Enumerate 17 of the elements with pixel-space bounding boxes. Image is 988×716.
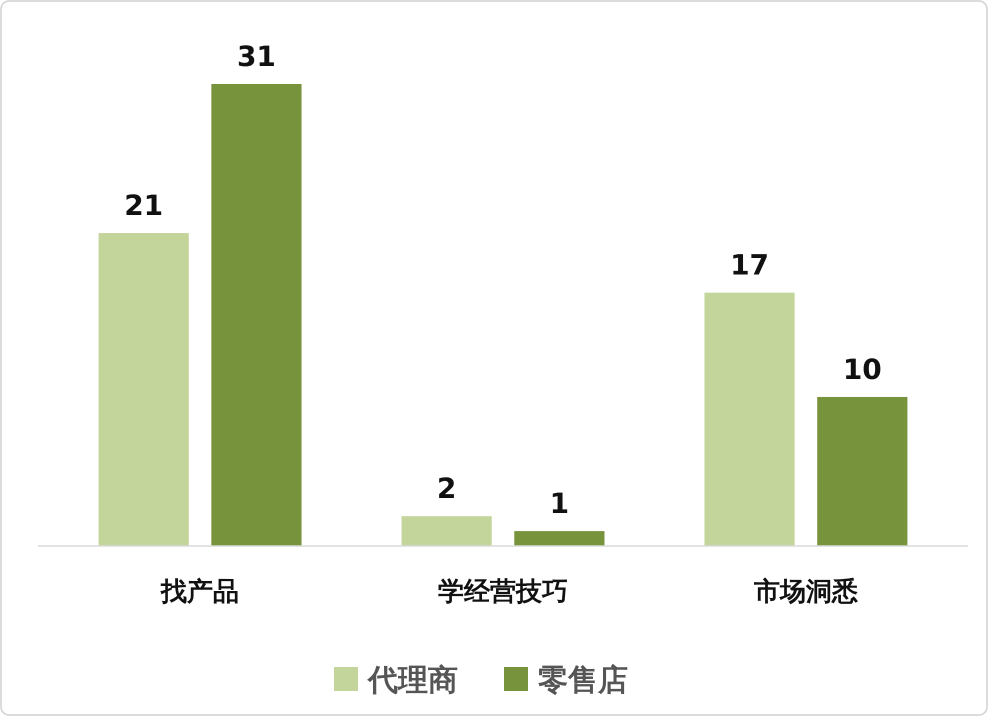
bar [402,516,492,546]
bar [514,531,604,546]
data-label: 10 [842,352,882,386]
legend-label: 零售店 [538,663,628,698]
data-label: 21 [124,189,164,222]
data-label: 31 [236,40,276,73]
data-label: 17 [730,248,770,282]
data-label: 2 [436,472,456,506]
bar [704,292,795,546]
x-tick-label: 找产品 [160,577,240,607]
legend-label: 代理商 [366,663,458,698]
bar [98,233,189,546]
x-tick-label: 学经营技巧 [438,577,568,607]
x-tick-label: 市场洞悉 [752,577,858,607]
bar [211,84,302,546]
data-label: 1 [550,487,570,520]
bar [817,396,908,546]
